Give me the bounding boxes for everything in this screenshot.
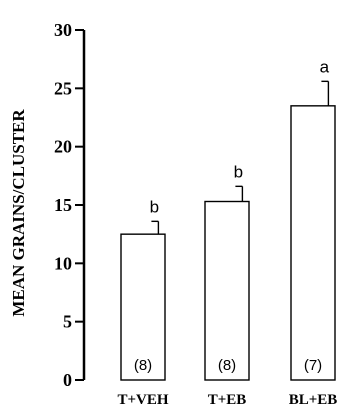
y-tick-label: 25	[54, 78, 72, 98]
y-tick-label: 15	[54, 195, 72, 215]
bars: b (8) b (8) a (7)	[120, 57, 336, 381]
category-label: T+EB	[208, 392, 247, 408]
significance-letter: b	[150, 197, 159, 216]
significance-letter: b	[234, 162, 243, 181]
y-tick-label: 0	[63, 370, 72, 390]
bar-bl-eb	[290, 105, 336, 381]
y-tick-label: 10	[54, 253, 72, 273]
sample-size-label: (8)	[134, 357, 152, 374]
bar-t-veh	[120, 233, 166, 381]
y-tick-label: 30	[54, 20, 72, 40]
sample-size-label: (7)	[304, 357, 322, 374]
significance-letter: a	[320, 57, 330, 76]
category-labels: T+VEH T+EB BL+EB	[117, 392, 337, 408]
bar-t-eb	[204, 200, 250, 381]
y-tick-label: 5	[63, 312, 72, 332]
category-label: T+VEH	[117, 392, 168, 408]
y-axis-label: MEAN GRAINS/CLUSTER	[9, 109, 28, 317]
sample-size-label: (8)	[218, 357, 236, 374]
y-tick-label: 20	[54, 137, 72, 157]
y-axis: 0 5 10 15 20 25 30	[54, 20, 86, 390]
category-label: BL+EB	[289, 392, 338, 408]
